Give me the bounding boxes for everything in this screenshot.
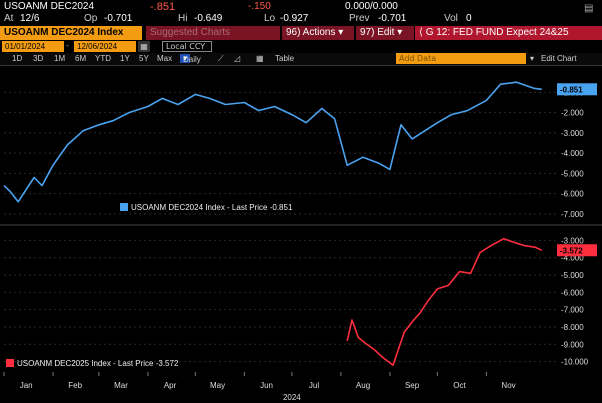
y-tick-label: -3.000 xyxy=(561,129,584,138)
window-menu-icon[interactable]: ▤ xyxy=(584,3,594,14)
x-tick-label: Apr xyxy=(164,381,177,390)
quote-bar: USOANM DEC2024 -.851 -.150 0.000/0.000 xyxy=(0,0,602,13)
suggested-charts-label: Suggested Charts xyxy=(150,27,231,38)
chevron-left-icon: ⟨ xyxy=(419,27,426,38)
range-1m[interactable]: 1M xyxy=(54,54,66,63)
legend-label: USOANM DEC2024 Index - Last Price -0.851 xyxy=(131,203,293,212)
y-tick-label: -8.000 xyxy=(561,323,584,332)
range-6m[interactable]: 6M xyxy=(75,54,87,63)
chevron-down-icon: ▾ xyxy=(338,27,344,38)
bid-ask: 0.000/0.000 xyxy=(345,1,398,12)
table-icon[interactable]: ▦ xyxy=(256,54,264,63)
low-value: -0.927 xyxy=(280,13,309,24)
add-data-field[interactable]: Add Data xyxy=(396,53,526,64)
x-tick-label: Jan xyxy=(20,381,33,390)
last-price-tag xyxy=(557,244,597,257)
suggested-charts-button[interactable]: Suggested Charts xyxy=(146,26,280,40)
x-tick-label: Mar xyxy=(114,381,128,390)
area-chart-icon[interactable]: ◿ xyxy=(234,54,241,63)
y-tick-label: -4.000 xyxy=(561,254,584,263)
table-button[interactable]: Table xyxy=(275,54,295,63)
x-tick-label: Jun xyxy=(260,381,273,390)
edit-chart-icon[interactable]: ▾ xyxy=(530,54,535,63)
edit-chart-button[interactable]: Edit Chart xyxy=(541,54,577,63)
frequency-select[interactable]: Daily ▾ xyxy=(180,54,201,64)
y-tick-label: -6.000 xyxy=(561,190,584,199)
y-tick-label: -5.000 xyxy=(561,271,584,280)
last-price-tag xyxy=(557,83,597,96)
currency-label: Local CCY xyxy=(166,42,206,51)
y-tick-label: -3.000 xyxy=(561,236,584,245)
last-price: -.851 xyxy=(150,1,176,13)
last-price-label: -3.572 xyxy=(560,246,583,255)
x-tick-label: May xyxy=(210,381,225,390)
range-5y[interactable]: 5Y xyxy=(139,54,149,63)
y-tick-label: -10.000 xyxy=(561,358,589,367)
security-field[interactable]: USOANM DEC2024 Index xyxy=(0,26,142,40)
volume-value: 0 xyxy=(466,13,472,24)
range-ytd[interactable]: YTD xyxy=(95,54,111,63)
x-tick-label: Nov xyxy=(501,381,515,390)
legend-swatch xyxy=(6,359,14,367)
toolbar: USOANM DEC2024 Index Suggested Charts 96… xyxy=(0,26,602,40)
actions-label: 96) Actions xyxy=(286,27,336,38)
y-tick-label: -6.000 xyxy=(561,288,584,297)
prev-value: -0.701 xyxy=(378,13,407,24)
open-value: -0.701 xyxy=(104,13,133,24)
ohlc-row: At 12/6 Op -0.701 Hi -0.649 Lo -0.927 Pr… xyxy=(0,3,602,26)
volume-label: Vol xyxy=(444,13,458,24)
x-tick-label: Jul xyxy=(309,381,319,390)
chart-title: ⟨ G 12: FED FUND Expect 24&25 xyxy=(415,26,602,40)
range-toolbar: 1D 3D 1M 6M YTD 1Y 5Y Max Daily ▾ ⟋ ◿ ▦ … xyxy=(0,53,602,66)
legend-label: USOANM DEC2025 Index - Last Price -3.572 xyxy=(17,359,179,368)
range-1d[interactable]: 1D xyxy=(12,54,23,63)
y-tick-label: -5.000 xyxy=(561,169,584,178)
currency-select[interactable]: Local CCY xyxy=(162,41,212,52)
x-tick-label: Sep xyxy=(405,381,420,390)
frequency-label: Daily xyxy=(183,55,201,64)
y-tick-label: -9.000 xyxy=(561,340,584,349)
edit-button[interactable]: 97) Edit ▾ xyxy=(356,26,414,40)
prev-label: Prev xyxy=(349,13,370,24)
date-range-row: 01/01/2024 - 12/06/2024 ▦ Local CCY xyxy=(0,41,602,52)
legend-swatch xyxy=(120,203,128,211)
x-tick-label: Feb xyxy=(68,381,82,390)
range-3d[interactable]: 3D xyxy=(33,54,44,63)
chevron-down-icon: ▾ xyxy=(397,27,403,38)
edit-label: 97) Edit xyxy=(360,27,395,38)
x-tick-label: Oct xyxy=(453,381,466,390)
range-max[interactable]: Max xyxy=(157,54,173,63)
last-price-label: -0.851 xyxy=(560,85,583,94)
low-label: Lo xyxy=(264,13,276,24)
calendar-icon[interactable]: ▦ xyxy=(138,41,150,52)
y-tick-label: -7.000 xyxy=(561,210,584,219)
high-label: Hi xyxy=(178,13,188,24)
series-dec2025-line xyxy=(346,237,543,366)
y-tick-label: -2.000 xyxy=(561,109,584,118)
date-value: 12/6 xyxy=(20,13,40,24)
ticker-label: USOANM DEC2024 xyxy=(4,1,95,12)
high-value: -0.649 xyxy=(194,13,223,24)
actions-button[interactable]: 96) Actions ▾ xyxy=(282,26,354,40)
open-label: Op xyxy=(84,13,98,24)
range-1y[interactable]: 1Y xyxy=(120,54,130,63)
series-dec2024-line xyxy=(3,81,542,203)
y-tick-label: -7.000 xyxy=(561,306,584,315)
chart-title-text: G 12: FED FUND Expect 24&25 xyxy=(425,27,569,38)
x-axis-year: 2024 xyxy=(283,393,301,402)
y-tick-label: -4.000 xyxy=(561,149,584,158)
date-label: At xyxy=(4,13,14,24)
line-chart-icon[interactable]: ⟋ xyxy=(218,54,224,63)
date-separator-icon: - xyxy=(66,41,69,50)
net-change: -.150 xyxy=(248,1,271,12)
x-tick-label: Aug xyxy=(356,381,370,390)
end-date-field[interactable]: 12/06/2024 xyxy=(74,41,136,52)
start-date-field[interactable]: 01/01/2024 xyxy=(2,41,64,52)
